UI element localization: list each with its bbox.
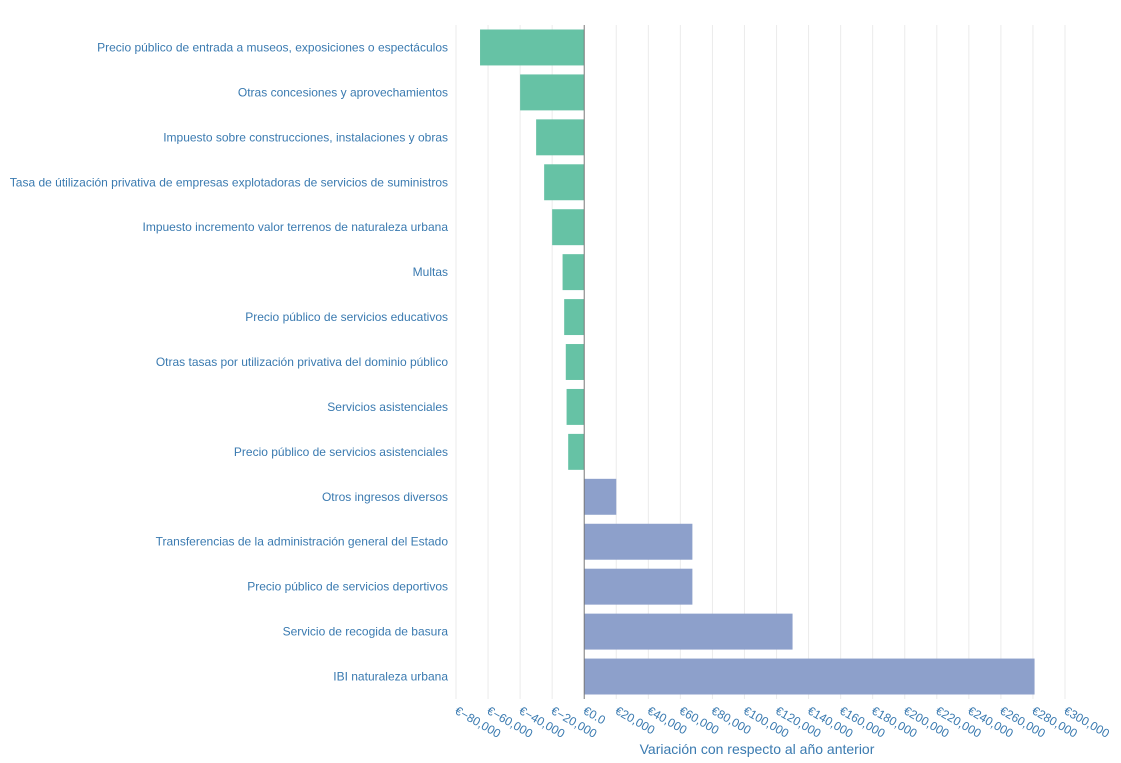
category-label: Impuesto sobre construcciones, instalaci… <box>163 130 448 144</box>
category-labels: Precio público de entrada a museos, expo… <box>10 40 449 683</box>
bar-layer <box>480 29 1035 695</box>
bar[interactable] <box>480 29 585 66</box>
bar[interactable] <box>584 613 793 650</box>
bar[interactable] <box>584 523 693 560</box>
bar[interactable] <box>536 119 585 156</box>
bar[interactable] <box>565 344 585 380</box>
category-label: Servicios asistenciales <box>327 400 448 414</box>
category-label: Precio público de entrada a museos, expo… <box>97 40 448 54</box>
bar[interactable] <box>552 209 585 246</box>
x-tick-labels: €−80,000€−60,000€−40,000€−20,000€0.0 €20,… <box>453 703 1113 740</box>
category-label: Precio público de servicios deportivos <box>247 580 448 594</box>
category-label: Otras concesiones y aprovechamientos <box>238 85 448 99</box>
category-label: Transferencias de la administración gene… <box>156 535 449 549</box>
bar[interactable] <box>544 164 585 201</box>
category-label: Precio público de servicios asistenciale… <box>234 445 448 459</box>
bar[interactable] <box>566 388 585 425</box>
category-label: Otros ingresos diversos <box>322 490 448 504</box>
bar[interactable] <box>584 658 1035 695</box>
bar[interactable] <box>584 478 617 515</box>
bar[interactable] <box>568 433 585 470</box>
category-label: Tasa de útilización privativa de empresa… <box>10 175 448 189</box>
bar[interactable] <box>562 254 585 291</box>
category-label: Impuesto incremento valor terrenos de na… <box>142 220 448 234</box>
bar[interactable] <box>520 74 585 111</box>
category-label: IBI naturaleza urbana <box>333 670 448 684</box>
category-label: Otras tasas por utilización privativa de… <box>156 355 448 369</box>
x-axis-title: Variación con respecto al año anterior <box>640 741 875 757</box>
bar[interactable] <box>584 568 693 605</box>
bar[interactable] <box>564 299 585 336</box>
category-label: Precio público de servicios educativos <box>245 310 448 324</box>
category-label: Servicio de recogida de basura <box>283 625 449 639</box>
grid-layer <box>455 25 1066 699</box>
category-label: Multas <box>413 265 448 279</box>
